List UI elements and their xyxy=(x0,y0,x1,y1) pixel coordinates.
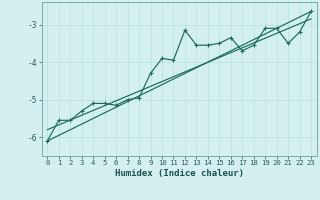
X-axis label: Humidex (Indice chaleur): Humidex (Indice chaleur) xyxy=(115,169,244,178)
